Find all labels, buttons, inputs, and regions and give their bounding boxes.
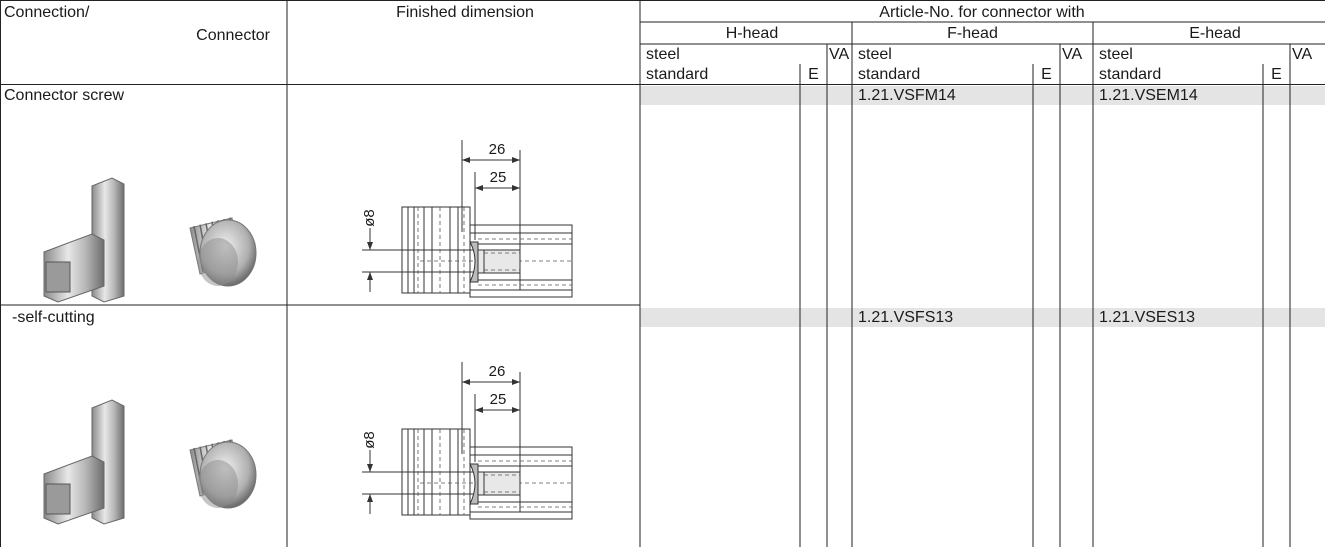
header-connector: Connector bbox=[196, 27, 270, 44]
head-grade: standard bbox=[1099, 66, 1161, 83]
dimension-inner: 25 bbox=[490, 169, 507, 186]
arrow bbox=[462, 157, 470, 163]
arrow bbox=[475, 185, 483, 191]
screw-head-outline bbox=[469, 463, 479, 505]
head-grade: standard bbox=[858, 66, 920, 83]
header-connection: Connection/ bbox=[4, 4, 90, 21]
head-e: E bbox=[808, 66, 819, 83]
head-material: steel bbox=[646, 46, 680, 63]
article-number: 1.21.VSEM14 bbox=[1099, 87, 1198, 104]
arrow bbox=[367, 464, 373, 472]
dimension-drawing: 26 25 ø8 bbox=[361, 140, 573, 298]
arrow bbox=[512, 379, 520, 385]
dimension-diameter: ø8 bbox=[361, 431, 378, 449]
article-number: 1.21.VSFS13 bbox=[858, 309, 953, 326]
head-material: steel bbox=[1099, 46, 1133, 63]
connection-name: -self-cutting bbox=[12, 309, 95, 326]
head-va: VA bbox=[829, 46, 849, 63]
header-finished-dimension: Finished dimension bbox=[396, 4, 534, 21]
screw-shank bbox=[477, 471, 521, 496]
head-e: E bbox=[1041, 66, 1052, 83]
product-image bbox=[43, 399, 257, 525]
screw-head-face bbox=[198, 460, 238, 508]
screw-shank bbox=[477, 249, 521, 274]
arrow bbox=[462, 379, 470, 385]
dimension-drawing: 26 25 ø8 bbox=[361, 362, 573, 520]
dimension-outer: 26 bbox=[489, 141, 506, 158]
head-name: F-head bbox=[947, 25, 998, 42]
head-name: E-head bbox=[1189, 25, 1241, 42]
screw-head-face bbox=[198, 238, 238, 286]
arrow bbox=[367, 494, 373, 502]
header-article-no: Article-No. for connector with bbox=[879, 4, 1084, 21]
dimension-inner: 25 bbox=[490, 391, 507, 408]
arrow bbox=[367, 272, 373, 280]
head-va: VA bbox=[1062, 46, 1082, 63]
head-va: VA bbox=[1292, 46, 1312, 63]
article-number: 1.21.VSES13 bbox=[1099, 309, 1195, 326]
dimension-outer: 26 bbox=[489, 363, 506, 380]
connection-name: Connector screw bbox=[4, 87, 124, 104]
head-material: steel bbox=[858, 46, 892, 63]
article-number: 1.21.VSFM14 bbox=[858, 87, 956, 104]
profile-end bbox=[45, 483, 71, 515]
article-band bbox=[640, 86, 1325, 105]
dimension-diameter: ø8 bbox=[361, 209, 378, 227]
arrow bbox=[512, 407, 520, 413]
arrow bbox=[367, 242, 373, 250]
head-e: E bbox=[1271, 66, 1282, 83]
screw-head-outline bbox=[469, 241, 479, 283]
article-band bbox=[640, 308, 1325, 327]
arrow bbox=[512, 185, 520, 191]
head-name: H-head bbox=[726, 25, 778, 42]
arrow bbox=[512, 157, 520, 163]
table-text: Connection/ Connector Finished dimension… bbox=[4, 4, 1312, 326]
head-grade: standard bbox=[646, 66, 708, 83]
profile-end bbox=[45, 261, 71, 293]
arrow bbox=[475, 407, 483, 413]
product-image bbox=[43, 177, 257, 303]
